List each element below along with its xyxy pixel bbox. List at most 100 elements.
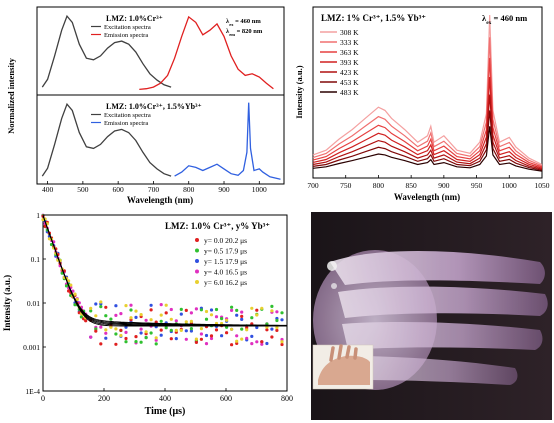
decay-point (159, 319, 163, 323)
legend-label: 393 K (340, 58, 359, 67)
decay-point (280, 340, 284, 344)
decay-point (214, 328, 219, 332)
x-tick-label: 400 (159, 394, 171, 403)
decay-point (194, 340, 198, 344)
decay-point (139, 313, 143, 317)
decay-point (154, 336, 158, 340)
decay-point (114, 313, 118, 317)
decay-point (174, 328, 178, 332)
panel-b-line-363k (312, 57, 543, 168)
decay-point (189, 319, 193, 323)
decay-point (199, 327, 203, 331)
panel-b-line-308k (312, 14, 543, 166)
decay-point (144, 330, 148, 334)
x-tick-label: 200 (98, 394, 110, 403)
decay-point (255, 325, 259, 330)
decay-point (189, 311, 193, 315)
decay-point (280, 311, 284, 315)
legend-label: 333 K (340, 38, 359, 47)
decay-point (204, 309, 209, 314)
legend-label: y= 4.0 16.5 μs (204, 268, 247, 277)
decay-point (43, 224, 47, 228)
panel-a-upper-line-emission (139, 15, 274, 91)
panel-b-line-453k (312, 110, 543, 171)
decay-point (280, 342, 284, 347)
legend-label: 308 K (340, 28, 359, 37)
decay-point (169, 307, 173, 312)
decay-point (94, 329, 98, 333)
decay-point (89, 306, 93, 310)
panel-a-emission-annotation: λem = 820 nm (226, 28, 263, 37)
decay-point (159, 313, 163, 317)
panel-a-lower-line-emission (174, 102, 281, 180)
decay-point (104, 314, 108, 318)
decay-point (99, 305, 103, 309)
panel-a-lower: LMZ: 1.0%Cr³⁺, 1.5%Yb³⁺Excitation spectr… (41, 102, 281, 180)
legend-label: y= 6.0 16.2 μs (204, 278, 247, 287)
x-tick-label: 700 (148, 185, 160, 194)
decay-point (169, 317, 173, 321)
panel-b-title: LMZ: 1% Cr³⁺, 1.5% Yb³⁺ (321, 13, 426, 23)
decay-point (174, 319, 178, 323)
decay-point (275, 328, 279, 332)
decay-point (250, 316, 254, 320)
decay-point (199, 332, 203, 336)
panel-c-title: LMZ: 1.0% Cr³⁺, y% Yb³⁺ (165, 221, 270, 231)
decay-point (235, 341, 239, 345)
decay-point (194, 337, 198, 341)
decay-point (260, 306, 264, 310)
decay-point (144, 318, 148, 322)
x-tick-label: 800 (373, 181, 385, 190)
decay-point (149, 331, 153, 335)
x-tick-label: 600 (113, 185, 125, 194)
decay-point (184, 308, 188, 312)
decay-point (230, 308, 234, 312)
panel-a-excitation-annotation: λex = 460 nm (226, 18, 261, 27)
panel-b-frame (312, 6, 543, 179)
decay-point (265, 341, 269, 346)
decay-point (250, 306, 254, 310)
decay-point (235, 339, 239, 343)
x-tick-label: 800 (183, 185, 195, 194)
panel-b-x-ticks: 700 750 800 850 900 950 1000 1050 (307, 175, 550, 190)
decay-point (179, 307, 183, 311)
decay-point (225, 318, 229, 322)
decay-point (104, 328, 108, 332)
decay-point (209, 336, 214, 341)
panel-a-upper-title: LMZ: 1.0%Cr³⁺ (106, 14, 163, 23)
panel-b-line-483k (312, 126, 543, 172)
legend-label: y= 0.5 17.9 μs (204, 247, 247, 256)
panel-a-x-ticks: 400 500 600 700 800 900 1000 (42, 181, 267, 194)
legend-marker (195, 259, 199, 263)
decay-point (174, 337, 178, 341)
decay-point (129, 308, 133, 312)
decay-point (104, 305, 108, 309)
panel-b-series (312, 14, 543, 172)
decay-point (67, 289, 71, 293)
legend-label: Emission spectra (104, 120, 148, 127)
decay-point (129, 303, 133, 307)
x-tick-label: 900 (218, 185, 230, 194)
decay-point (270, 335, 274, 339)
decay-point (154, 338, 158, 342)
decay-point (270, 304, 274, 308)
decay-point (230, 305, 234, 309)
legend-marker (195, 280, 199, 284)
legend-marker (195, 269, 199, 274)
decay-point (260, 340, 264, 344)
decay-point (184, 337, 188, 341)
y-tick-label: 1 (36, 211, 40, 220)
decay-point (245, 336, 249, 340)
x-tick-label: 900 (438, 181, 450, 190)
panel-a-lower-title: LMZ: 1.0%Cr³⁺, 1.5%Yb³⁺ (106, 102, 202, 111)
decay-point (99, 342, 103, 346)
decay-point (159, 328, 163, 332)
y-tick-label: 0.01 (27, 299, 40, 308)
decay-point (75, 297, 79, 302)
decay-point (119, 333, 123, 338)
decay-point (124, 304, 128, 308)
panel-a: LMZ: 1.0%Cr³⁺Excitation spectraEmission … (6, 6, 285, 205)
decay-point (270, 309, 274, 313)
panel-c-ylabel: Intensity (a.u.) (2, 275, 12, 331)
decay-point (134, 340, 138, 344)
